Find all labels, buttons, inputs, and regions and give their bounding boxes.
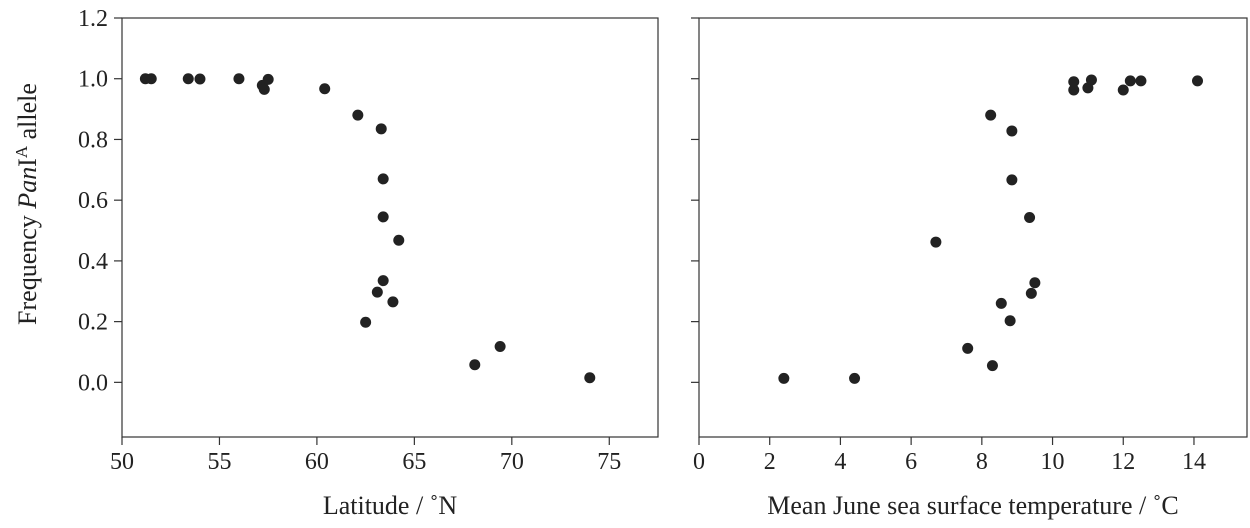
- data-point: [494, 341, 506, 353]
- y-tick-label: 0.4: [78, 249, 108, 275]
- data-point: [469, 359, 481, 371]
- data-point: [371, 286, 383, 298]
- data-point: [387, 296, 399, 308]
- data-point: [985, 109, 997, 121]
- x-tick-label: 60: [305, 449, 329, 475]
- data-point: [352, 109, 364, 121]
- data-point: [1004, 315, 1016, 327]
- x-tick-label: 12: [1111, 449, 1135, 475]
- data-point: [1124, 75, 1136, 87]
- plot-frame: [121, 17, 659, 438]
- data-point: [995, 297, 1007, 309]
- plot-frame: [698, 17, 1248, 438]
- data-point: [962, 342, 974, 354]
- data-point: [584, 372, 596, 384]
- y-tick-label: 0.6: [78, 188, 108, 214]
- data-point: [1135, 75, 1147, 87]
- y-tick-label: 1.2: [78, 6, 108, 32]
- x-tick-label: 14: [1182, 449, 1206, 475]
- y-axis-label: Frequency PanIA allele: [12, 83, 43, 325]
- y-axis-label-roman: I: [13, 158, 42, 167]
- x-axis-label: Latitude / ˚N: [323, 491, 458, 520]
- data-point: [360, 316, 372, 328]
- data-point: [849, 372, 861, 384]
- x-tick-label: 55: [207, 449, 231, 475]
- x-axis-label: Mean June sea surface temperature / ˚C: [767, 491, 1178, 520]
- data-point: [319, 83, 331, 95]
- left-panel-latitude: 50 55 60 65 70 75 0.0 0.2 0.4 0.6 0.8 1.0 1.2 Latitud…: [78, 6, 659, 520]
- data-point: [1117, 84, 1129, 96]
- y-axis-label-prefix: Frequency: [13, 209, 42, 325]
- y-tick-label: 1.0: [78, 67, 108, 93]
- data-point: [1006, 125, 1018, 137]
- data-point: [375, 123, 387, 135]
- y-tick-label: 0.0: [78, 370, 108, 396]
- data-point: [1024, 211, 1036, 223]
- x-tick-label: 75: [597, 449, 621, 475]
- data-point: [258, 83, 270, 95]
- x-tick-label: 8: [976, 449, 988, 475]
- data-point: [262, 73, 274, 85]
- x-tick-label: 2: [764, 449, 776, 475]
- data-point: [145, 73, 157, 85]
- data-point: [1006, 174, 1018, 186]
- data-point: [393, 234, 405, 246]
- data-point: [233, 73, 245, 85]
- data-point: [377, 275, 389, 287]
- data-point: [778, 372, 790, 384]
- y-tick-label: 0.2: [78, 310, 108, 336]
- data-point: [182, 73, 194, 85]
- x-tick-label: 10: [1041, 449, 1065, 475]
- y-tick-label: 0.8: [78, 127, 108, 153]
- x-tick-label: 0: [693, 449, 705, 475]
- data-point: [1068, 84, 1080, 96]
- x-tick-label: 70: [500, 449, 524, 475]
- data-point: [1029, 277, 1041, 289]
- data-point: [1192, 75, 1204, 87]
- data-point: [194, 73, 206, 85]
- x-tick-label: 4: [834, 449, 846, 475]
- data-point: [986, 360, 998, 372]
- y-axis-label-italic: Pan: [13, 167, 42, 210]
- data-point: [1068, 76, 1080, 88]
- data-point: [1085, 74, 1097, 86]
- data-point: [930, 236, 942, 248]
- data-point: [377, 211, 389, 223]
- x-tick-label: 6: [905, 449, 917, 475]
- x-tick-label: 50: [110, 449, 134, 475]
- data-point: [1025, 287, 1037, 299]
- y-axis-label-suffix: allele: [13, 83, 42, 146]
- y-axis-label-sup: A: [12, 145, 31, 158]
- x-tick-label: 65: [402, 449, 426, 475]
- data-point: [377, 173, 389, 185]
